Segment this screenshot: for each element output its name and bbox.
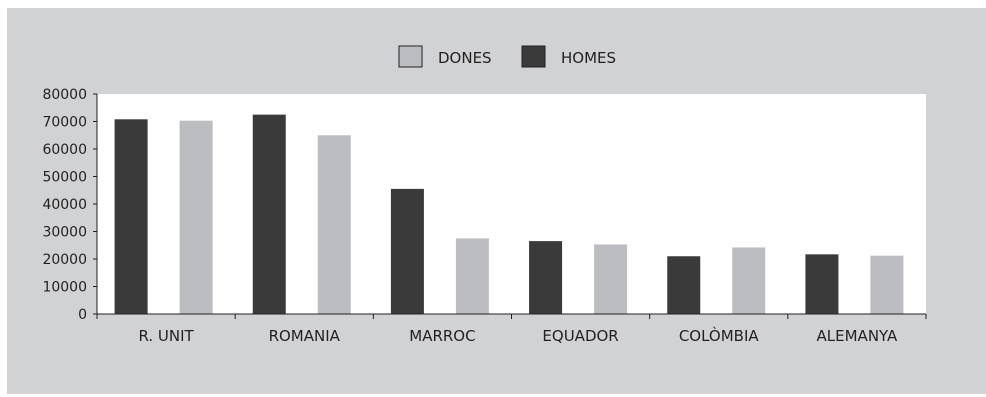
bar-dones-4 <box>732 247 766 314</box>
x-tick-label-2: MARROC <box>409 327 475 345</box>
x-tick-label-3: EQUADOR <box>542 327 618 345</box>
axes-group: 0 10000 20000 30000 40000 50000 60000 70000 8000… <box>42 87 927 345</box>
x-tick-label-5: ALEMANYA <box>817 327 899 345</box>
bar-homes-2 <box>390 188 424 314</box>
bar-dones-2 <box>455 238 489 314</box>
y-tick-label-4: 40000 <box>42 197 87 213</box>
legend-swatch-homes <box>521 45 546 68</box>
legend-label-dones: DONES <box>438 49 492 67</box>
legend-label-homes: HOMES <box>561 49 616 67</box>
bar-dones-3 <box>594 244 628 314</box>
bar-homes-3 <box>529 241 563 314</box>
legend: DONES HOMES <box>398 45 616 68</box>
bar-homes-1 <box>252 114 286 314</box>
y-tick-label-2: 20000 <box>42 252 87 268</box>
y-tick-label-1: 10000 <box>42 280 87 296</box>
plot-area <box>97 94 926 314</box>
y-tick-label-3: 30000 <box>42 225 87 241</box>
x-tick-label-1: ROMANIA <box>269 327 341 345</box>
x-tick-label-4: COLÒMBIA <box>679 326 760 345</box>
bar-dones-0 <box>179 120 213 314</box>
y-tick-label-8: 80000 <box>42 87 87 103</box>
y-tick-label-6: 60000 <box>42 142 87 158</box>
bar-homes-4 <box>667 256 701 314</box>
bar-dones-1 <box>317 135 351 314</box>
y-tick-label-5: 50000 <box>42 170 87 186</box>
bar-homes-5 <box>805 254 839 314</box>
legend-swatch-dones <box>398 45 423 68</box>
bars-group <box>114 114 904 314</box>
y-tick-label-0: 0 <box>78 307 87 323</box>
bar-homes-0 <box>114 119 148 314</box>
y-tick-label-7: 70000 <box>42 115 87 131</box>
x-tick-label-0: R. UNIT <box>138 327 194 345</box>
bar-dones-5 <box>870 255 904 314</box>
